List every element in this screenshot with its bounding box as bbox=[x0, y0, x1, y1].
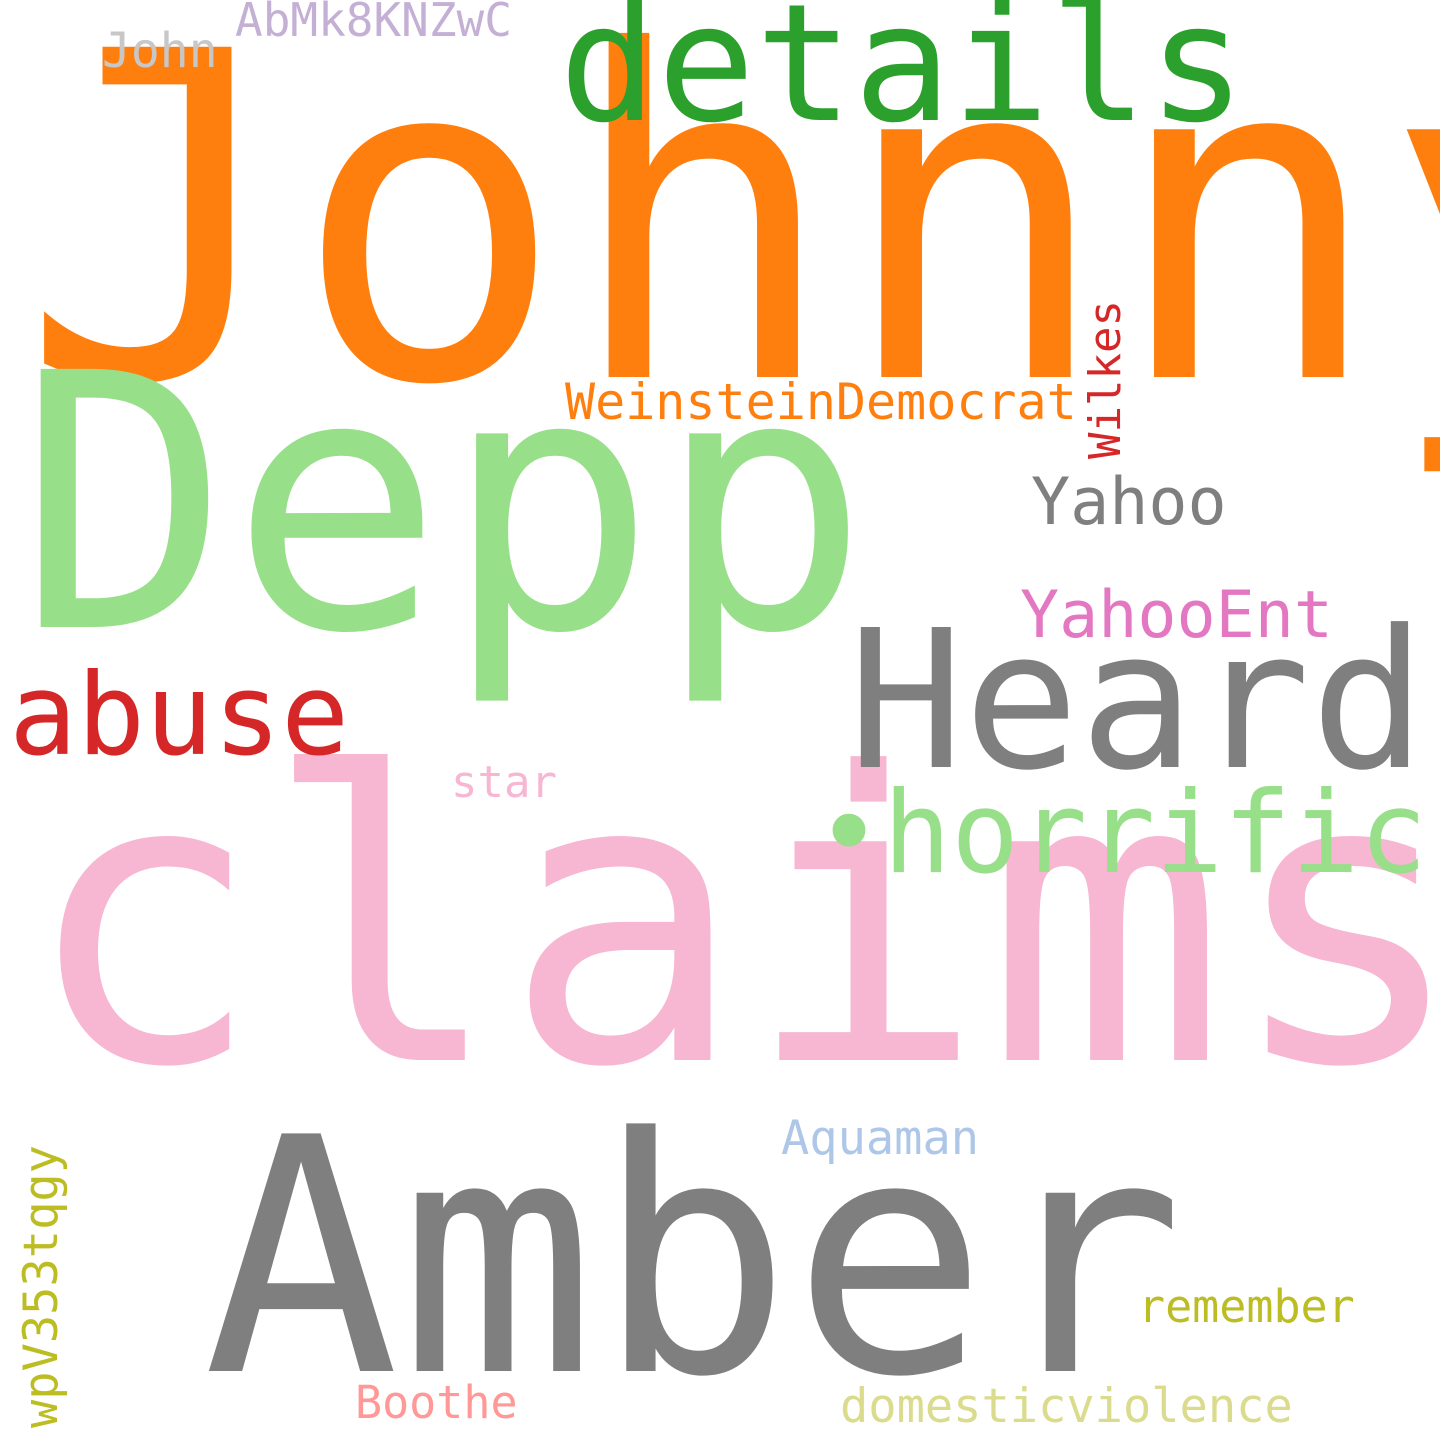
word-aquaman: Aquaman bbox=[781, 1111, 980, 1166]
word-heard: Heard bbox=[848, 590, 1426, 813]
word-domesticviolence: domesticviolence bbox=[840, 1379, 1293, 1434]
word-boothe: Boothe bbox=[355, 1376, 518, 1429]
word-yahoo: Yahoo bbox=[1031, 465, 1227, 540]
word-depp: Depp bbox=[17, 299, 870, 711]
word-horrific: •horrific bbox=[815, 767, 1428, 899]
word-weinsteindemocrat: WeinsteinDemocrat bbox=[565, 373, 1077, 431]
word-johnny: Johnny bbox=[20, 0, 1440, 484]
word-wilkes: Wilkes bbox=[1080, 300, 1131, 459]
word-star: star bbox=[451, 757, 557, 808]
word-wpv353tqgy: wpV353tqgy bbox=[14, 1145, 69, 1428]
word-john: John bbox=[102, 23, 218, 79]
word-abmk8knzwc: AbMk8KNZwC bbox=[235, 0, 512, 47]
word-abuse: abuse bbox=[9, 649, 350, 781]
word-amber: Amber bbox=[203, 1068, 1185, 1440]
word-remember: remember bbox=[1138, 1280, 1355, 1333]
word-details: details bbox=[559, 0, 1246, 159]
word-yahooent: YahooEnt bbox=[1020, 578, 1334, 653]
word-claims: claims bbox=[22, 690, 1440, 1155]
